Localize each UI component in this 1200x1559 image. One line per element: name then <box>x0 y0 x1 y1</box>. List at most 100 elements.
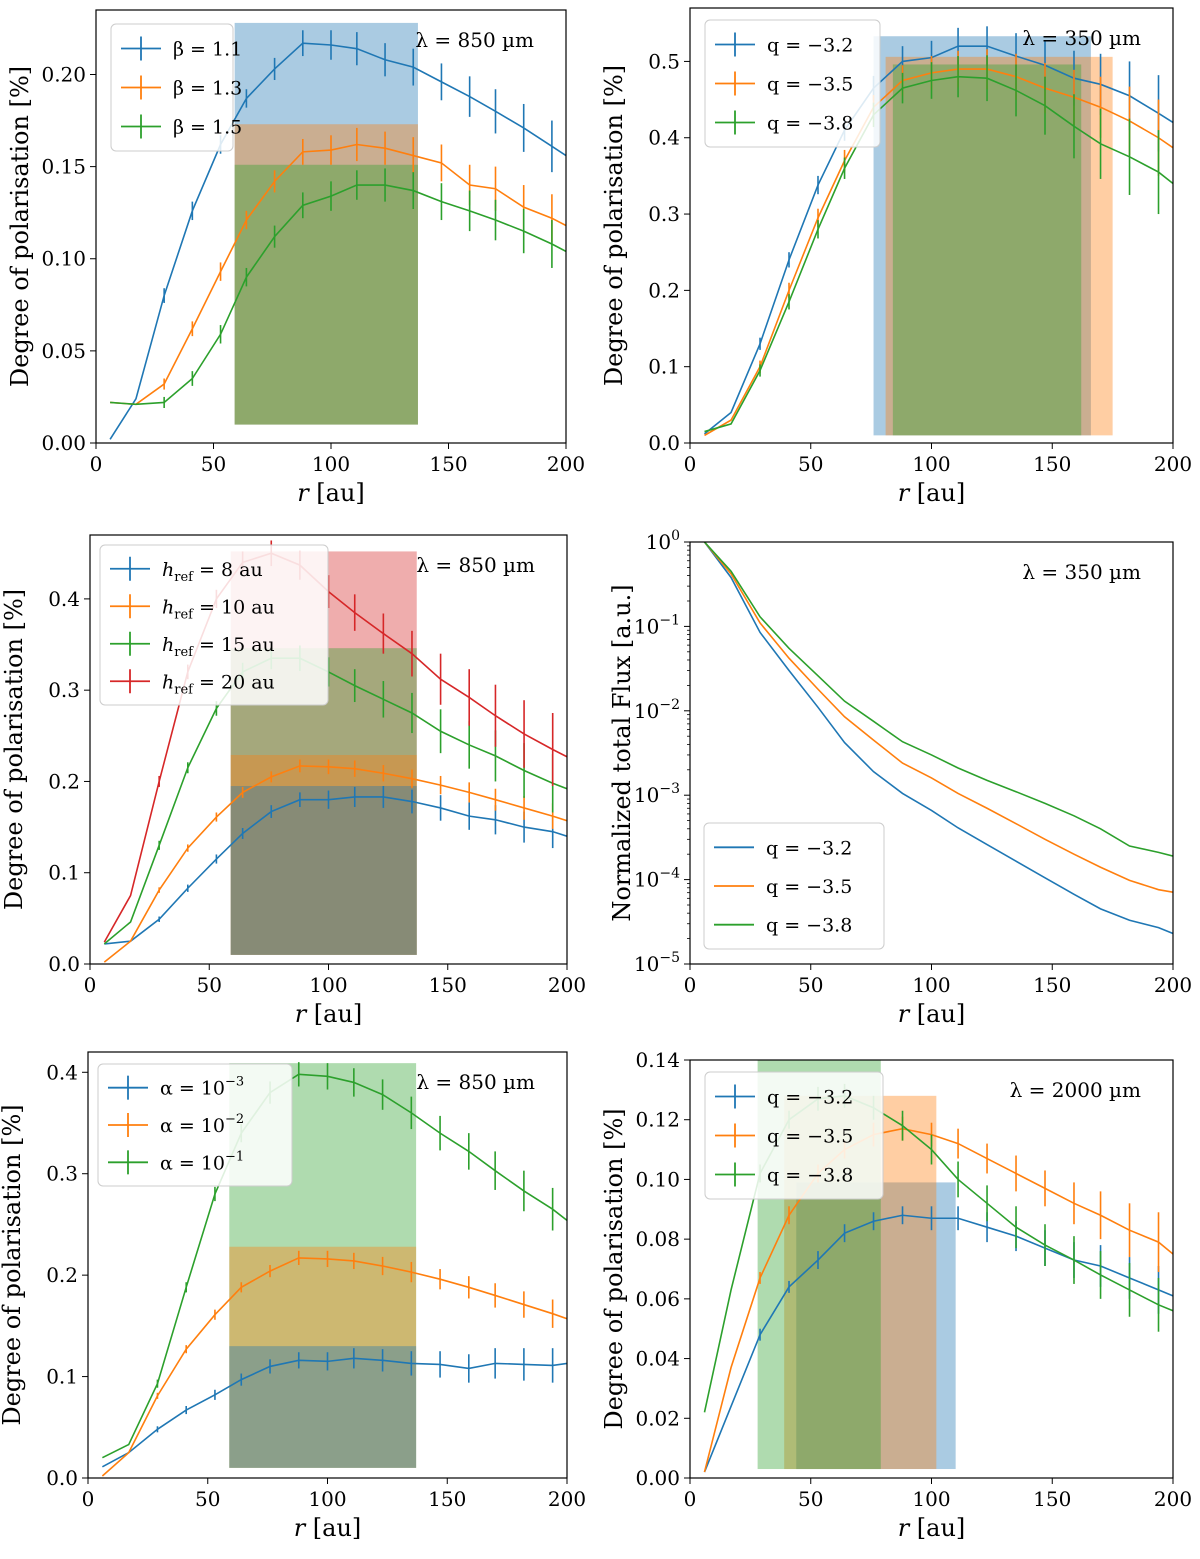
y-axis-label: Degree of polarisation [%] <box>600 65 628 386</box>
y-tick-label: 0.3 <box>648 202 680 226</box>
legend-box <box>97 1063 293 1187</box>
series-line-p6-0 <box>703 1214 1173 1473</box>
x-tick-label: 0 <box>684 452 697 476</box>
x-tick-label: 100 <box>912 1487 950 1511</box>
y-tick-label: 0.1 <box>48 861 80 885</box>
x-tick-label: 100 <box>308 1487 346 1511</box>
x-tick-label: 150 <box>429 452 467 476</box>
y-tick-label: 0.3 <box>46 1162 78 1186</box>
legend-p3: href = 8 au href = 10 au href = 15 au href … <box>99 544 329 706</box>
x-tick-label: 0 <box>684 973 697 997</box>
y-tick-label: 0.15 <box>41 155 86 179</box>
band-p1-1 <box>234 124 418 425</box>
legend-label: q = −3.2 <box>766 837 852 859</box>
x-tick-label: 50 <box>798 973 823 997</box>
y-tick-label: 0.20 <box>41 62 86 86</box>
x-tick-label: 150 <box>1033 1487 1071 1511</box>
legend-label: β = 1.1 <box>173 39 242 61</box>
y-tick-label: 10−5 <box>634 950 680 976</box>
series-line-p2-2 <box>704 75 1173 433</box>
y-tick-label: 0.10 <box>635 1167 680 1191</box>
x-tick-label: 100 <box>912 452 950 476</box>
series-line-p1-2 <box>110 184 566 406</box>
x-tick-label: 50 <box>201 452 226 476</box>
series-line-p1-1 <box>110 143 566 406</box>
y-tick-label: 0.2 <box>48 769 80 793</box>
y-tick-label: 0.06 <box>635 1287 680 1311</box>
band-p2-2 <box>892 64 1082 436</box>
legend-p5: α = 10−3 α = 10−2 α = 10−1 <box>97 1063 293 1187</box>
series-line-p3-1 <box>103 765 567 963</box>
legend-p2: q = −3.2 q = −3.5 q = −3.8 <box>704 19 881 148</box>
y-axis-label: Degree of polarisation [%] <box>600 1108 628 1429</box>
y-tick-label: 0.5 <box>648 49 680 73</box>
y-tick-label: 0.1 <box>46 1365 78 1389</box>
x-tick-label: 200 <box>1154 973 1192 997</box>
legend-label: q = −3.8 <box>767 1165 853 1187</box>
x-tick-label: 200 <box>548 973 586 997</box>
panel-p1: 0 50 100 150 200 0.00 0.05 0.10 0.15 0.20 r [au] De… <box>6 9 585 507</box>
y-tick-label: 10−2 <box>634 697 680 723</box>
legend-p4: q = −3.2 q = −3.5 q = −3.8 <box>703 822 885 950</box>
y-tick-label: 0.00 <box>635 1466 680 1490</box>
x-tick-label: 50 <box>197 973 222 997</box>
x-tick-label: 200 <box>548 1487 586 1511</box>
legend-box <box>704 19 881 148</box>
y-tick-label: 10−3 <box>634 781 680 807</box>
x-axis-label: r [au] <box>898 479 966 507</box>
x-tick-label: 100 <box>309 973 347 997</box>
legend-label: href = 15 au <box>162 634 275 660</box>
panel-p2: 0 50 100 150 200 0.0 0.1 0.2 0.3 0.4 0.5 r [au] Degr… <box>600 7 1192 507</box>
wavelength-annotation: λ = 850 µm <box>416 1070 535 1094</box>
panel-p5: 0 50 100 150 200 0.0 0.1 0.2 0.3 0.4 r [au] Degree … <box>0 1051 586 1542</box>
legend-label: β = 1.5 <box>173 117 242 139</box>
legend-label: q = −3.2 <box>767 1087 853 1109</box>
y-tick-label: 100 <box>646 528 680 554</box>
panel-p6: 0 50 100 150 200 0.00 0.02 0.04 0.06 0.08 0.10 0.12… <box>600 1048 1192 1542</box>
legend-box <box>704 1071 884 1200</box>
y-tick-label: 0.1 <box>648 355 680 379</box>
legend-label: α = 10−2 <box>160 1112 244 1137</box>
y-tick-label: 10−1 <box>634 612 680 638</box>
wavelength-annotation: λ = 2000 µm <box>1010 1078 1141 1102</box>
y-tick-label: 0.08 <box>635 1227 680 1251</box>
x-tick-label: 0 <box>84 973 97 997</box>
legend-label: q = −3.8 <box>767 113 853 135</box>
series-line-p5-0 <box>101 1357 567 1468</box>
x-tick-label: 200 <box>1154 452 1192 476</box>
x-axis-label: r [au] <box>898 1514 966 1542</box>
y-tick-label: 0.05 <box>41 339 86 363</box>
series-line-p6-1 <box>703 1127 1173 1473</box>
legend-p1: β = 1.1 β = 1.3 β = 1.5 <box>110 23 242 152</box>
y-axis-label: Normalized total Flux [a.u.] <box>608 584 636 921</box>
wavelength-annotation: λ = 350 µm <box>1022 560 1141 584</box>
legend-label: href = 20 au <box>162 671 275 697</box>
band-p3-3 <box>230 786 417 955</box>
band-p2-0 <box>873 36 1091 436</box>
series-line-p4-2 <box>703 542 1173 857</box>
legend-label: href = 10 au <box>162 596 275 622</box>
y-tick-label: 0.0 <box>48 952 80 976</box>
y-tick-label: 0.2 <box>46 1263 78 1287</box>
legend-label: q = −3.5 <box>767 1126 853 1148</box>
band-p1-2 <box>234 164 418 425</box>
series-line-p5-1 <box>101 1257 567 1477</box>
y-tick-label: 0.12 <box>635 1108 680 1132</box>
series-line-p4-1 <box>703 542 1173 893</box>
y-tick-label: 0.4 <box>46 1060 78 1084</box>
bands <box>234 22 418 425</box>
band-p5-2 <box>229 1346 417 1468</box>
band-p2-1 <box>885 56 1113 436</box>
series-line-p3-2 <box>103 657 567 945</box>
y-tick-label: 0.0 <box>46 1466 78 1490</box>
x-tick-label: 150 <box>428 1487 466 1511</box>
legend-label: α = 10−3 <box>160 1075 244 1100</box>
y-tick-label: 10−4 <box>634 866 680 892</box>
band-p1-0 <box>234 22 418 425</box>
y-tick-label: 0.04 <box>635 1347 680 1371</box>
wavelength-annotation: λ = 850 µm <box>416 553 535 577</box>
legend-label: href = 8 au <box>162 559 263 585</box>
series-line-p2-1 <box>704 68 1173 437</box>
y-axis-label: Degree of polarisation [%] <box>0 1104 26 1425</box>
